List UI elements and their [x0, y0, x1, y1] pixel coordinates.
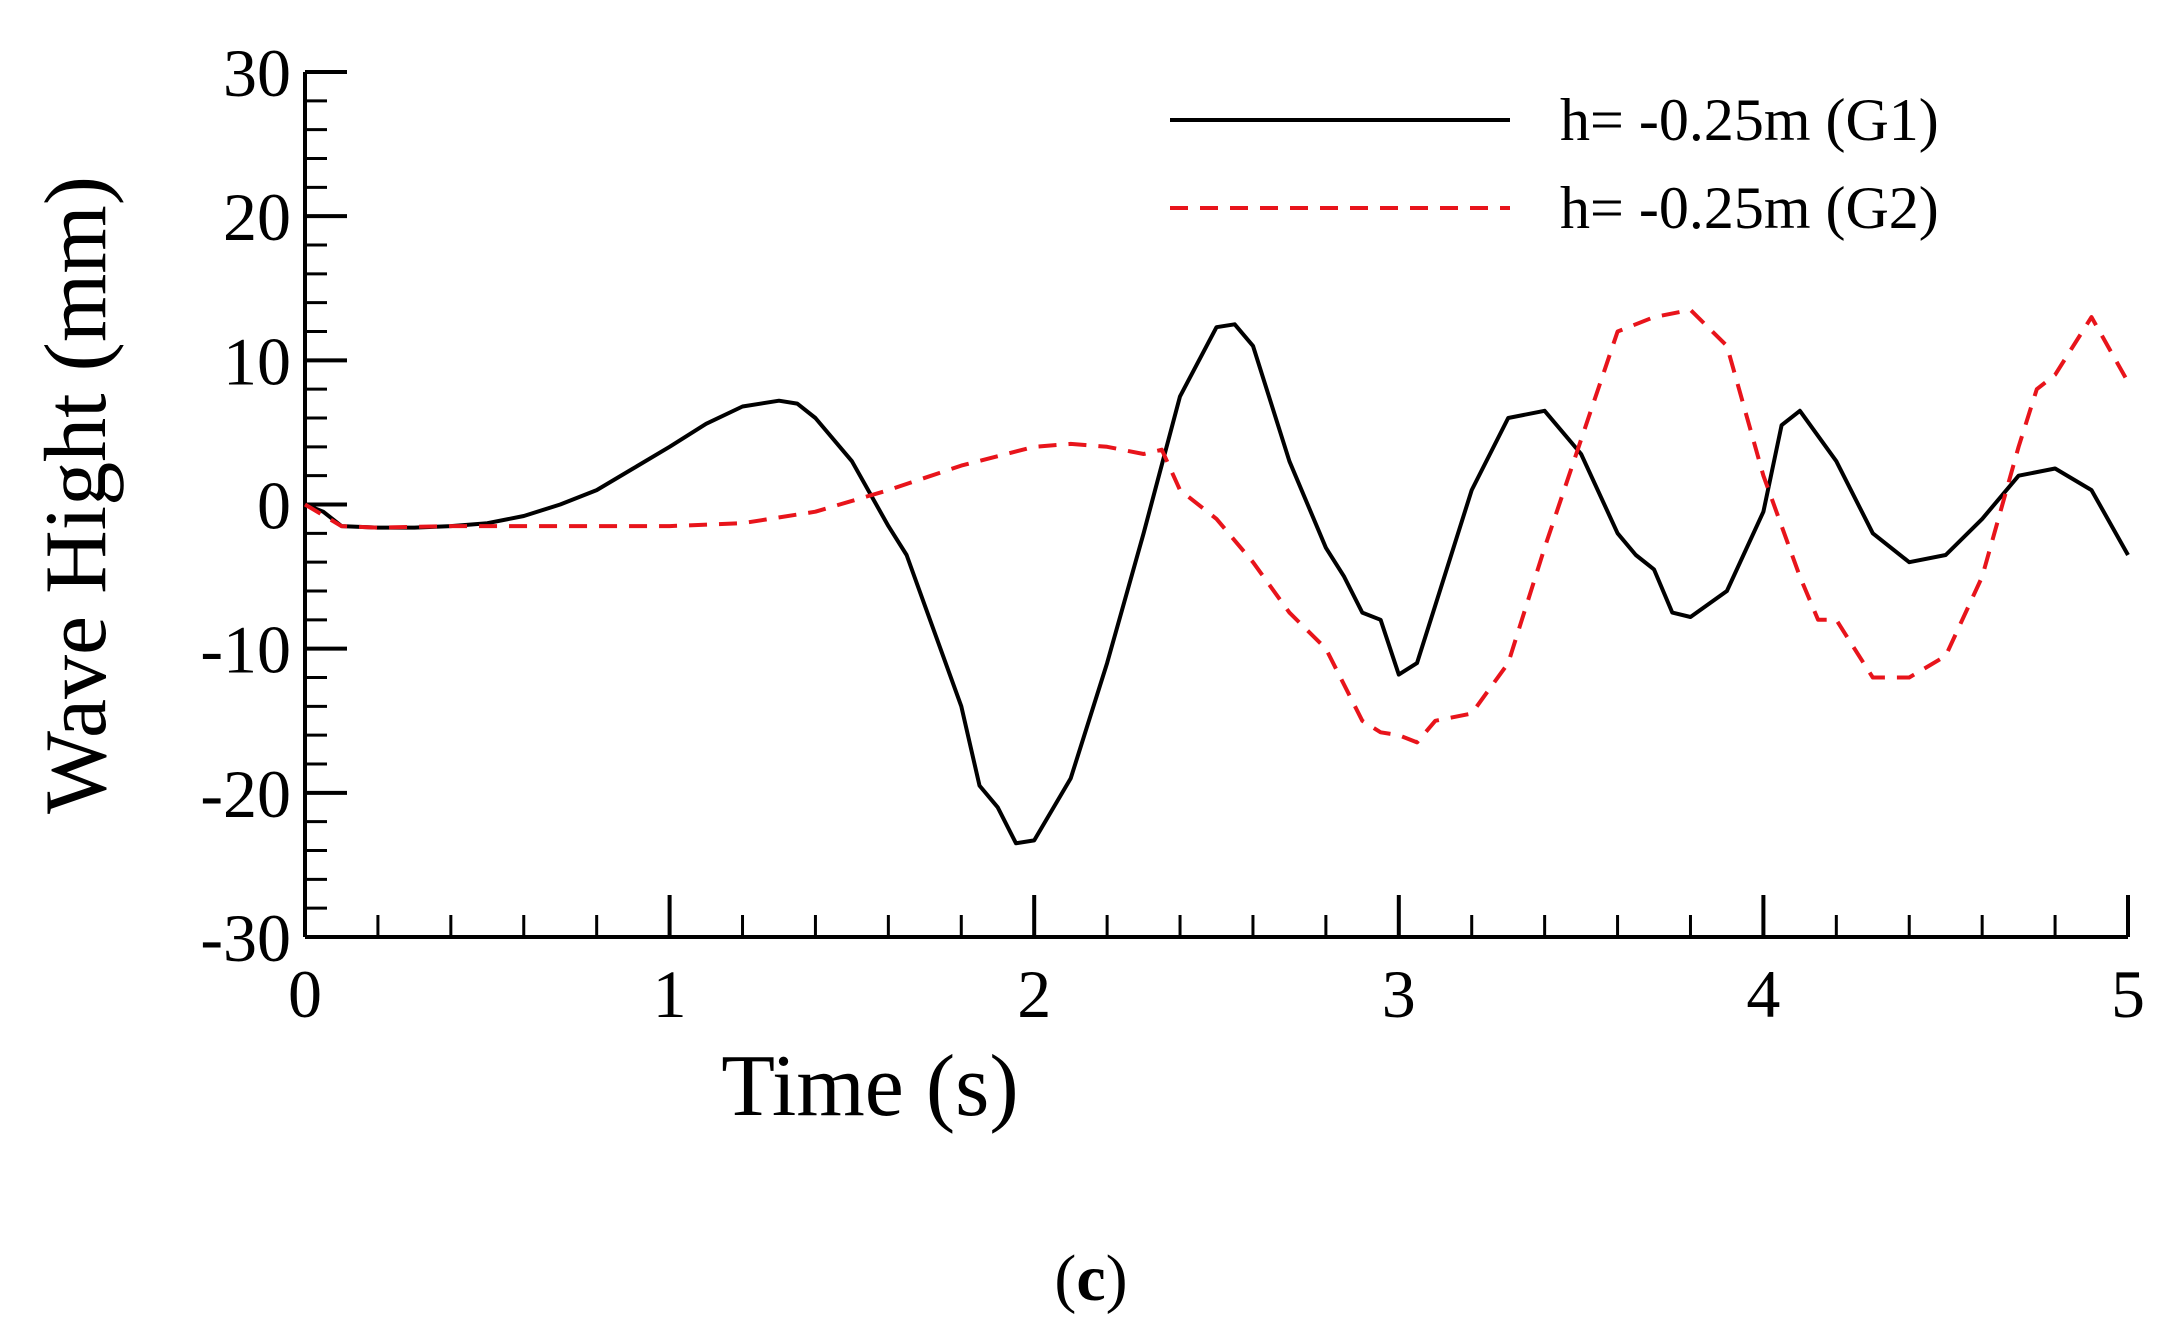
series-line-g2: [303, 307, 2130, 745]
y-tick-label: 20: [223, 179, 291, 255]
x-tick-label: 0: [288, 956, 322, 1032]
y-tick-label: -20: [200, 756, 291, 832]
x-tick-label: 3: [1382, 956, 1416, 1032]
y-tick-label: 0: [257, 468, 291, 544]
x-tick-label: 4: [1746, 956, 1780, 1032]
caption-open: (: [1054, 1242, 1076, 1315]
x-tick-label: 1: [653, 956, 687, 1032]
x-axis-title: Time (s): [721, 1038, 1018, 1135]
legend-label-g1: h= -0.25m (G1): [1560, 87, 1939, 153]
y-tick-label: -10: [200, 612, 291, 688]
x-tick-label: 2: [1017, 956, 1051, 1032]
caption-letter: c: [1076, 1242, 1105, 1315]
y-tick-label: 30: [223, 35, 291, 111]
series-line-g1: [304, 322, 2130, 846]
figure-caption: (c): [1054, 1242, 1127, 1315]
series-layer: [303, 307, 2130, 846]
caption-close: ): [1106, 1242, 1128, 1315]
x-tick-label: 5: [2111, 956, 2145, 1032]
legend: h= -0.25m (G1) h= -0.25m (G2): [1170, 87, 1939, 241]
y-axis-title: Wave Hight (mm): [28, 176, 125, 814]
legend-label-g2: h= -0.25m (G2): [1560, 175, 1939, 241]
y-tick-label: -30: [200, 900, 291, 976]
y-tick-label: 10: [223, 323, 291, 399]
labels-layer: 0 1 2 3 4 5 -30 -20 -10 0 10 20 30: [200, 35, 2145, 1032]
axes: [303, 70, 2130, 939]
